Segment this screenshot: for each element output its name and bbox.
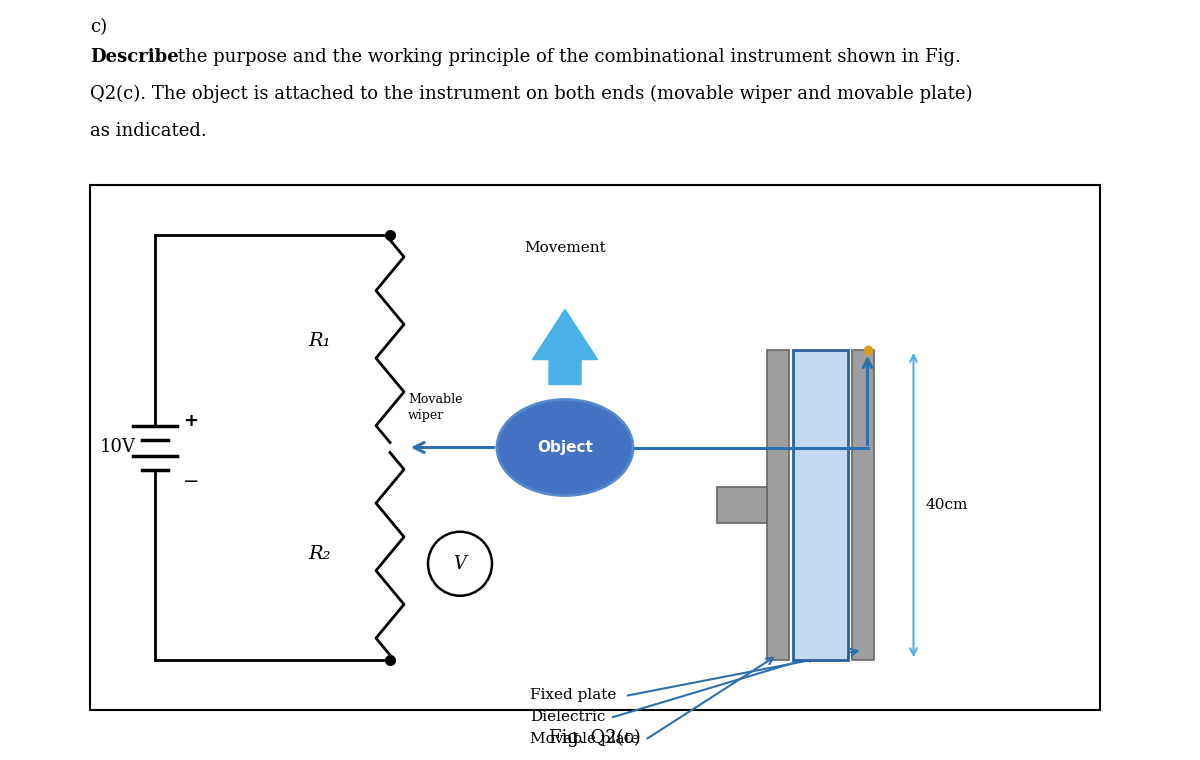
Text: V: V	[454, 555, 467, 573]
FancyArrow shape	[533, 309, 598, 385]
Text: Movable plate: Movable plate	[530, 732, 640, 746]
Text: Movable
wiper: Movable wiper	[408, 393, 462, 422]
Text: as indicated.: as indicated.	[90, 122, 206, 140]
Text: R₁: R₁	[308, 332, 331, 350]
Text: R₂: R₂	[308, 545, 331, 562]
Text: +: +	[182, 411, 198, 429]
Text: −: −	[182, 472, 199, 491]
Text: Fixed plate: Fixed plate	[530, 688, 617, 702]
Text: Dielectric: Dielectric	[530, 710, 605, 724]
Ellipse shape	[497, 400, 634, 496]
Bar	[852, 350, 874, 660]
Bar	[792, 350, 847, 660]
Circle shape	[428, 532, 492, 596]
Text: 10V: 10V	[100, 439, 136, 457]
Text: Q2(c). The object is attached to the instrument on both ends (movable wiper and : Q2(c). The object is attached to the ins…	[90, 85, 972, 103]
Bar	[716, 487, 767, 523]
Text: Object: Object	[538, 440, 593, 455]
Text: Movement: Movement	[524, 240, 606, 255]
Text: Fig. Q2(c): Fig. Q2(c)	[550, 729, 641, 747]
Text: the purpose and the working principle of the combinational instrument shown in F: the purpose and the working principle of…	[172, 48, 961, 66]
Text: Describe: Describe	[90, 48, 179, 66]
Bar	[767, 350, 788, 660]
Text: c): c)	[90, 18, 107, 36]
Text: 40cm: 40cm	[925, 498, 968, 512]
Bar	[90, 185, 1100, 710]
